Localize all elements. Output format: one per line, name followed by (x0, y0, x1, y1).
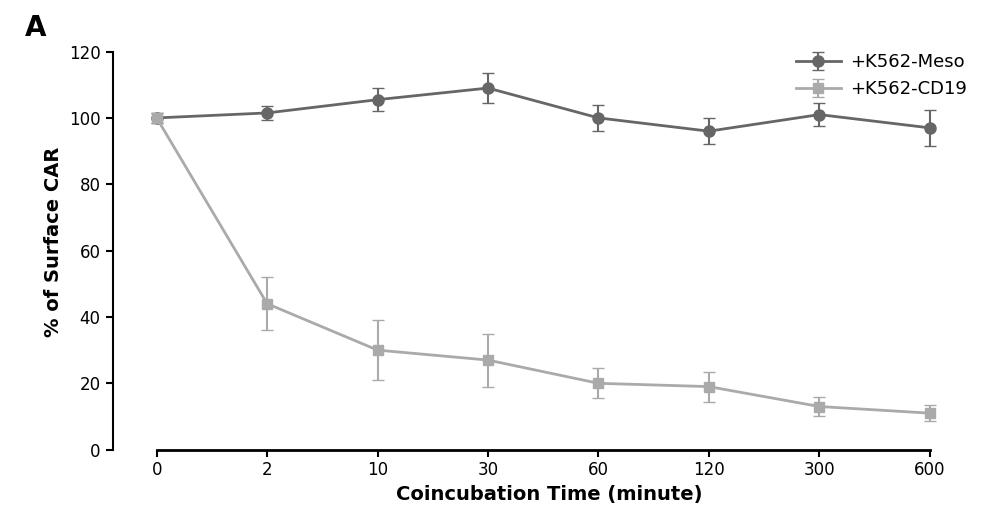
Legend: +K562-Meso, +K562-CD19: +K562-Meso, +K562-CD19 (787, 44, 976, 107)
Y-axis label: % of Surface CAR: % of Surface CAR (44, 147, 63, 337)
X-axis label: Coincubation Time (minute): Coincubation Time (minute) (396, 485, 702, 504)
Text: A: A (25, 14, 47, 42)
